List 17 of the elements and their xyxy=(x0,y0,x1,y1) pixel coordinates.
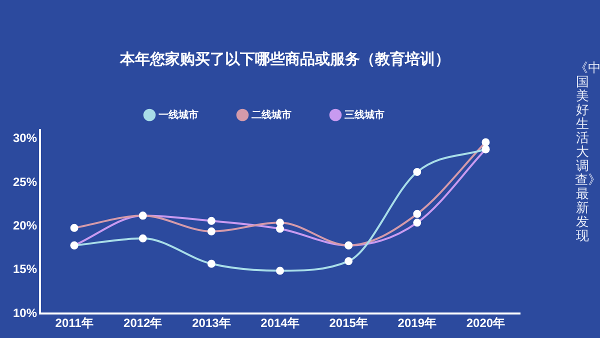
text: 《中国美好生活大调查》最新发现 xyxy=(575,61,600,244)
legend-label: 三线城市 xyxy=(344,108,384,121)
x-tick-label: 2020年 xyxy=(466,316,506,330)
legend-label: 二线城市 xyxy=(252,108,292,121)
x-tick-label: 2014年 xyxy=(260,316,300,330)
x-tick-label: 2012年 xyxy=(124,316,162,330)
x-tick-label: 2011年 xyxy=(55,316,94,330)
x-tick-label: 2013年 xyxy=(192,316,231,330)
y-tick-label: 25% xyxy=(12,174,38,189)
x-tick-label: 2019年 xyxy=(398,316,436,330)
chart-title: 本年您家购买了以下哪些商品或服务（教育培训） xyxy=(118,50,451,69)
y-tick-label: 20% xyxy=(12,218,38,232)
legend-label: 一线城市 xyxy=(158,108,198,121)
x-tick-label: 2015年 xyxy=(329,316,368,330)
y-tick-label: 10% xyxy=(12,306,38,320)
y-tick-label: 30% xyxy=(12,131,38,146)
y-tick-label: 15% xyxy=(12,262,38,276)
